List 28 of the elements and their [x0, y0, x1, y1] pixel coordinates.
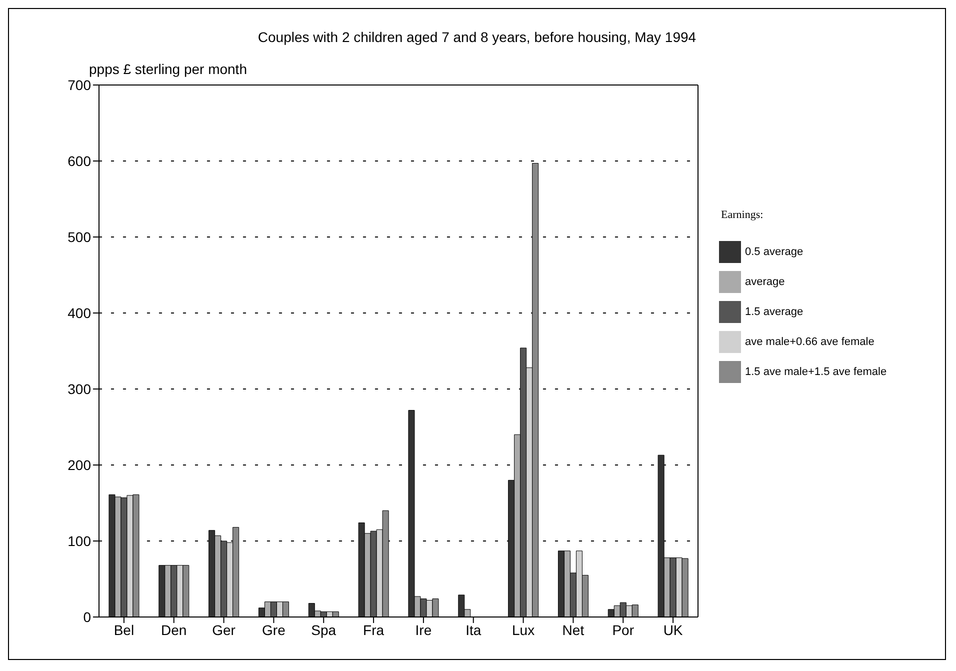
- x-tick-label: Bel: [114, 622, 134, 638]
- legend-label: 0.5 average: [745, 246, 804, 258]
- x-tick-label: Ire: [415, 622, 432, 638]
- x-tick-label: Por: [612, 622, 634, 638]
- y-axis-title: ppps £ sterling per month: [89, 61, 247, 77]
- legend-title: Earnings:: [721, 209, 764, 221]
- y-tick-label: 400: [68, 304, 92, 321]
- y-tick-label: 100: [68, 532, 92, 549]
- x-tick-label: Den: [161, 622, 187, 638]
- y-tick-label: 500: [68, 228, 92, 245]
- legend-label: ave male+0.66 ave female: [745, 336, 874, 348]
- y-tick-label: 200: [68, 456, 92, 473]
- x-tick-label: Ger: [212, 622, 236, 638]
- chart-title: Couples with 2 children aged 7 and 8 years, before housing, May 1994: [256, 29, 698, 45]
- x-tick-label: Gre: [262, 622, 286, 638]
- x-tick-label: Lux: [512, 622, 535, 638]
- x-tick-label: UK: [663, 622, 684, 638]
- x-tick-label: Fra: [363, 622, 384, 638]
- legend-label: 1.5 ave male+1.5 ave female: [745, 366, 887, 378]
- x-tick-label: Ita: [466, 622, 482, 638]
- y-tick-label: 700: [68, 76, 92, 93]
- y-tick-label: 300: [68, 380, 92, 397]
- x-tick-label: Spa: [311, 622, 336, 638]
- y-tick-label: 0: [83, 608, 92, 625]
- x-tick-label: Net: [562, 622, 584, 638]
- y-tick-label: 600: [68, 152, 92, 169]
- legend-label: average: [745, 276, 785, 288]
- legend-label: 1.5 average: [745, 306, 804, 318]
